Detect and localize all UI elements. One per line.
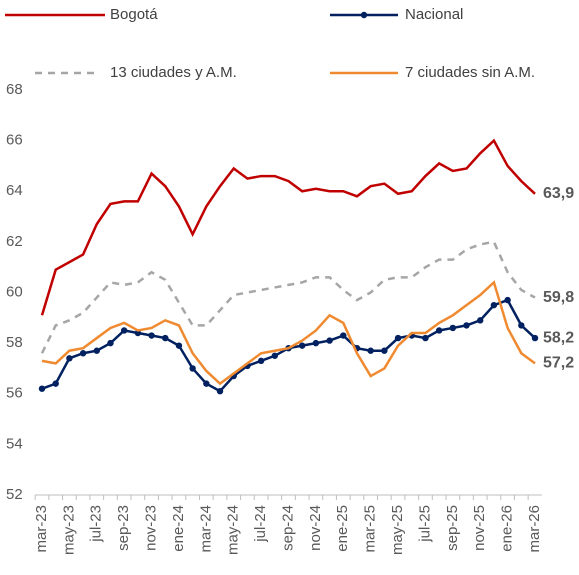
x-tick-label: mar-24: [197, 505, 214, 553]
x-tick-label: ene-26: [499, 505, 516, 552]
x-tick-label: mar-25: [362, 505, 379, 553]
marker: [477, 317, 484, 324]
marker: [435, 327, 443, 334]
y-tick-label: 56: [6, 385, 23, 402]
marker: [394, 334, 402, 342]
marker: [531, 334, 539, 342]
legend-label: 13 ciudades y A.M.: [110, 64, 237, 81]
y-tick-label: 58: [6, 334, 23, 351]
marker: [162, 334, 169, 342]
marker: [340, 332, 347, 339]
x-tick-label: nov-23: [143, 505, 160, 551]
x-tick-label: mar-26: [526, 505, 543, 553]
legend-marker: [360, 11, 368, 19]
y-tick-label: 62: [6, 233, 23, 250]
marker: [504, 296, 511, 304]
x-tick-label: ene-25: [334, 505, 351, 552]
marker: [271, 352, 279, 359]
x-tick-label: may-23: [60, 505, 77, 555]
legend-label: 7 ciudades sin A.M.: [405, 64, 535, 81]
line: [40, 240, 536, 354]
marker: [326, 337, 333, 344]
marker: [422, 334, 429, 342]
marker: [38, 385, 46, 392]
x-tick-label: may-24: [225, 505, 242, 555]
legend-label: Nacional: [405, 6, 463, 23]
x-tick-label: sep-23: [115, 505, 132, 551]
marker: [189, 365, 196, 372]
y-tick-label: 54: [6, 435, 23, 452]
y-tick-label: 52: [6, 486, 23, 503]
marker: [381, 347, 388, 354]
marker: [120, 327, 128, 334]
x-tick-label: ene-24: [170, 505, 187, 552]
x-tick-label: may-25: [389, 505, 406, 555]
x-tick-label: mar-23: [33, 505, 50, 553]
marker: [175, 342, 183, 349]
x-tick-label: jul-23: [88, 505, 105, 543]
marker: [216, 388, 224, 395]
data-label: 63,9: [543, 185, 574, 202]
data-label: 58,2: [543, 329, 574, 346]
y-tick-label: 64: [6, 182, 23, 199]
marker: [107, 339, 114, 347]
marker: [66, 355, 73, 362]
y-tick-label: 66: [6, 132, 23, 149]
x-tick-label: nov-25: [471, 505, 488, 551]
marker: [367, 347, 374, 354]
marker: [148, 332, 155, 339]
marker: [449, 324, 457, 332]
y-tick-label: 68: [6, 81, 23, 98]
data-label: 59,8: [543, 289, 574, 306]
marker: [93, 347, 100, 354]
data-label: 57,2: [543, 355, 574, 372]
line: [41, 280, 536, 386]
marker: [203, 380, 210, 387]
x-tick-label: sep-25: [444, 505, 461, 551]
x-tick-label: jul-24: [252, 505, 269, 543]
y-tick-label: 60: [6, 283, 23, 300]
line: [40, 138, 536, 316]
marker: [518, 322, 525, 329]
x-tick-label: sep-24: [279, 505, 296, 551]
marker: [52, 380, 59, 387]
marker: [463, 322, 470, 329]
x-tick-label: jul-25: [416, 505, 433, 543]
marker: [298, 342, 306, 349]
marker: [490, 301, 498, 309]
x-tick-label: nov-24: [307, 505, 324, 551]
marker: [79, 350, 87, 357]
legend-label: Bogotá: [110, 6, 158, 23]
marker: [257, 357, 265, 365]
marker: [312, 339, 320, 347]
